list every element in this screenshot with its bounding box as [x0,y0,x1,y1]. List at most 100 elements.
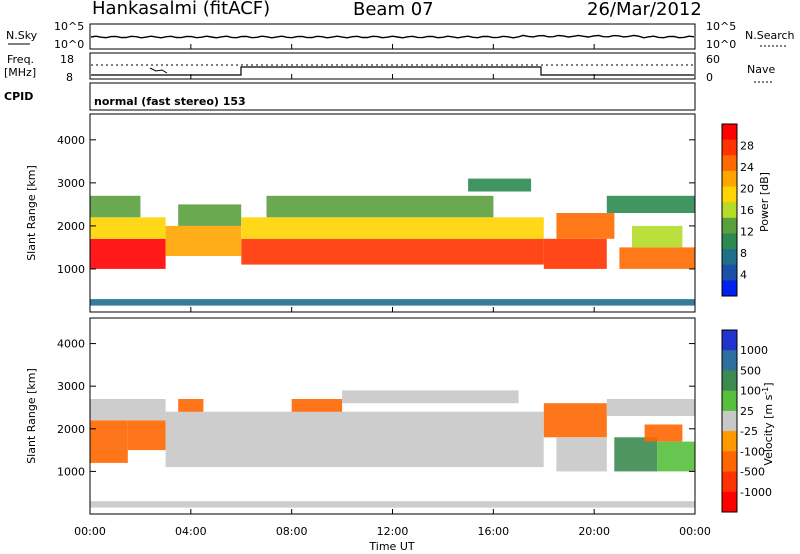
velocity-cb-swatch-5 [722,431,737,452]
velocity-region-2 [90,399,166,421]
nave-tick-high: 60 [706,53,720,66]
power-ytick-label-1: 2000 [57,220,85,233]
nsky-trace [90,34,695,39]
velocity-cb-swatch-7 [722,471,737,493]
power-ytick-label-0: 1000 [57,263,85,276]
power-region-11 [606,195,695,213]
velocity-cb-frame [721,329,738,513]
velocity-label-end: ] [762,382,775,386]
velocity-region-11 [657,441,695,472]
velocity-ytick-label-1: 2000 [57,423,85,436]
xtick-label-1: 04:00 [175,525,207,538]
power-cb-tick-0: 28 [740,140,754,153]
velocity-region-1 [127,420,166,451]
nsearch-tick-high: 10^5 [706,20,736,33]
velocity-heatmap [90,390,695,508]
power-region-13 [632,225,683,248]
velocity-cb-swatch-0 [722,330,737,351]
power-colorbar: 28 24 20 16 12 8 4 [721,123,754,297]
power-region-1 [90,217,166,239]
velocity-cb-tick-6: -500 [740,466,765,479]
nave-label: Nave [747,63,775,76]
velocity-cb-tick-2: 100 [740,385,761,398]
velocity-region-10 [614,437,658,472]
velocity-region-8 [556,437,607,472]
velocity-y-ticks: 1000 2000 3000 4000 [57,338,695,478]
power-cb-swatch-2 [722,155,737,172]
xtick-label-0: 00:00 [74,525,106,538]
nsky-tick-low: 10^0 [54,38,84,51]
power-cb-tick-1: 24 [740,161,754,174]
velocity-ytick-label-0: 1000 [57,465,85,478]
power-ytick-label-2: 3000 [57,177,85,190]
velocity-region-13 [90,501,695,508]
cpid-panel [89,82,696,111]
cpid-text: normal (fast stereo) 153 [94,95,246,108]
freq-blip [149,67,168,74]
power-region-8 [468,178,532,192]
velocity-ytick-label-3: 4000 [57,338,85,351]
nave-tick-low: 0 [706,71,713,84]
power-ytick-label-3: 4000 [57,134,85,147]
power-region-5 [241,238,544,265]
velocity-region-4 [178,399,204,412]
power-ylabel: Slant Range [km] [25,165,38,261]
power-cb-swatch-8 [722,249,737,266]
power-region-7 [266,195,494,218]
power-region-0 [90,238,166,269]
xtick-label-2: 08:00 [276,525,308,538]
velocity-region-6 [342,390,519,404]
power-cb-swatch-9 [722,264,737,281]
velocity-cb-tick-4: -25 [740,425,758,438]
power-cb-tick-4: 12 [740,226,754,239]
velocity-label-sup: -1 [761,387,770,395]
nsky-tick-high: 10^5 [54,20,84,33]
velocity-cb-swatch-2 [722,370,737,392]
power-cb-swatch-0 [722,124,737,141]
power-region-6 [241,217,544,239]
cpid-label: CPID [4,90,33,103]
velocity-cb-swatch-4 [722,410,737,432]
freq-label: Freq. [7,53,34,66]
velocity-ylabel: Slant Range [km] [25,368,38,464]
power-colorbar-label: Power [dB] [758,172,771,232]
power-region-9 [543,238,607,269]
xtick-label-4: 16:00 [477,525,509,538]
velocity-cb-swatch-3 [722,390,737,412]
power-cb-swatch-1 [722,139,737,156]
x-axis-ticks: 00:00 04:00 08:00 12:00 16:00 20:00 00:00 [74,44,711,538]
velocity-cb-tick-5: -100 [740,445,765,458]
power-cb-tick-5: 8 [740,247,747,260]
date-title: 26/Mar/2012 [587,0,702,20]
power-cb-swatch-5 [722,202,737,219]
velocity-label-main: Velocity [m s [762,394,775,465]
freq-tick-low: 8 [66,71,73,84]
velocity-cb-swatch-8 [722,491,737,513]
velocity-cb-tick-3: 25 [740,405,754,418]
power-cb-swatch-6 [722,217,737,234]
power-cb-tick-2: 20 [740,183,754,196]
velocity-region-12 [644,424,683,442]
nsearch-label: N.Search [745,29,795,42]
power-region-10 [556,213,615,239]
power-cb-frame [721,123,738,297]
power-region-3 [165,225,242,256]
velocity-cb-tick-7: -1000 [740,486,772,499]
velocity-colorbar: 1000 500 100 25 -25 -100 -500 -1000 [721,329,772,513]
power-cb-tick-3: 16 [740,204,754,217]
power-cb-swatch-7 [722,233,737,250]
velocity-cb-tick-1: 500 [740,364,761,377]
power-cb-swatch-10 [722,280,737,297]
nsky-label: N.Sky [6,29,38,42]
xtick-label-5: 20:00 [578,525,610,538]
velocity-ytick-label-2: 3000 [57,380,85,393]
velocity-region-5 [291,399,343,412]
power-region-4 [178,204,242,226]
station-title: Hankasalmi (fitACF) [92,0,270,19]
power-heatmap [90,178,695,306]
xtick-label-6: 00:00 [679,525,711,538]
velocity-region-3 [165,411,544,468]
power-cb-tick-6: 4 [740,269,747,282]
power-region-12 [619,247,695,269]
velocity-cb-swatch-1 [722,350,737,371]
